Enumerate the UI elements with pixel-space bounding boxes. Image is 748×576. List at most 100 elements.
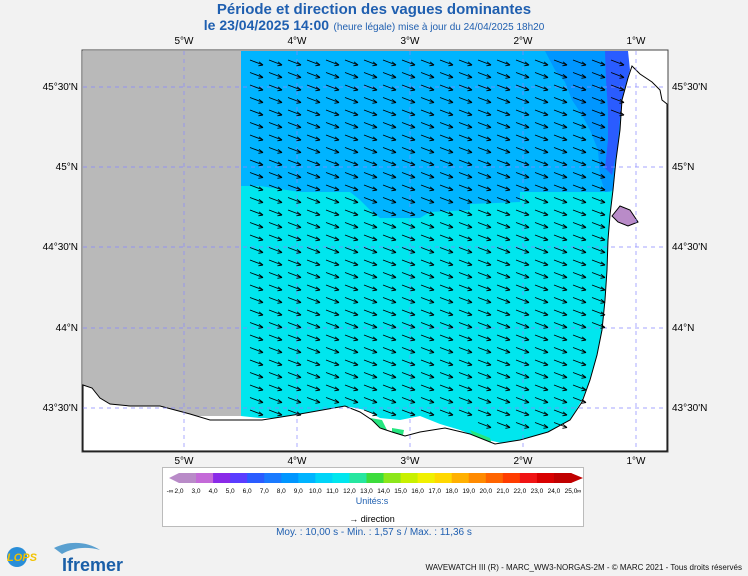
direction-arrow [553, 184, 568, 191]
direction-arrow [382, 147, 397, 153]
direction-arrow [268, 184, 283, 191]
direction-arrow [325, 372, 340, 378]
direction-arrowhead [562, 223, 568, 229]
direction-arrowhead [581, 111, 587, 117]
colorbar-swatch [196, 473, 214, 483]
direction-arrowhead [391, 298, 397, 304]
direction-arrow [477, 309, 492, 316]
colorbar-tick-label: 12,0 [343, 488, 356, 495]
direction-arrow [363, 134, 378, 141]
direction-arrowhead [562, 86, 568, 92]
direction-arrow [344, 309, 359, 316]
direction-arrow [306, 347, 321, 353]
direction-arrowhead [410, 61, 416, 67]
direction-arrow [439, 72, 454, 78]
direction-arrowhead [505, 211, 511, 217]
direction-arrowhead [391, 111, 397, 117]
direction-arrowhead [353, 86, 359, 92]
direction-arrow [287, 297, 302, 303]
direction-arrowhead [277, 286, 283, 292]
direction-arrow [249, 347, 264, 353]
direction-arrow [306, 147, 321, 153]
direction-arrowhead [353, 61, 359, 67]
direction-arrow [439, 359, 454, 366]
direction-arrow [477, 122, 492, 128]
direction-arrow [477, 97, 492, 103]
direction-arrow [534, 97, 549, 103]
direction-arrowhead [258, 111, 264, 117]
direction-arrowhead [277, 261, 283, 267]
direction-arrowhead [505, 136, 511, 142]
direction-arrow [401, 409, 416, 416]
direction-arrow [344, 209, 359, 216]
direction-arrowhead [524, 98, 530, 104]
direction-arrow [515, 222, 530, 228]
direction-arrowhead [486, 373, 492, 379]
direction-arrowhead [524, 336, 530, 342]
direction-arrow [306, 209, 321, 216]
direction-arrow [534, 422, 549, 428]
direction-arrowhead [600, 286, 606, 292]
direction-arrow [420, 247, 435, 253]
direction-arrowhead [277, 348, 283, 354]
direction-arrowhead [600, 223, 606, 229]
direction-arrowhead [505, 73, 511, 79]
direction-arrowhead [429, 223, 435, 229]
direction-arrow [477, 359, 492, 366]
direction-arrow [287, 122, 302, 128]
direction-arrowhead [410, 398, 416, 404]
direction-arrow [306, 397, 321, 403]
direction-arrowhead [353, 161, 359, 167]
direction-arrow [591, 72, 606, 78]
longitude-labels: 5°W 5°W 4°W 4°W 3°W 3°W 2°W 2°W 1°W 1°W [175, 36, 647, 467]
ifremer-logo: Ifremer [54, 542, 123, 574]
direction-arrow [458, 147, 473, 153]
direction-arrowhead [543, 123, 549, 129]
direction-arrow [401, 59, 416, 66]
direction-arrowhead [429, 186, 435, 192]
direction-arrowhead [467, 111, 473, 117]
direction-arrowhead [410, 261, 416, 267]
direction-arrow [287, 197, 302, 203]
direction-arrowhead [429, 398, 435, 404]
direction-arrow [401, 172, 416, 178]
direction-arrowhead [562, 73, 568, 79]
direction-arrow [591, 172, 606, 178]
direction-arrowhead [505, 323, 511, 329]
direction-arrowhead [372, 298, 378, 304]
direction-arrowhead [429, 286, 435, 292]
direction-arrowhead [600, 98, 606, 104]
direction-arrow [572, 109, 587, 116]
direction-arrowhead [543, 323, 549, 329]
direction-arrow [363, 234, 378, 241]
direction-arrowhead [486, 86, 492, 92]
colorbar-swatch [519, 473, 538, 483]
direction-arrow [534, 72, 549, 78]
direction-arrow [382, 384, 397, 391]
direction-arrow [496, 59, 511, 66]
direction-arrowhead [410, 198, 416, 204]
direction-arrow [496, 159, 511, 166]
direction-arrowhead [334, 286, 340, 292]
direction-arrowhead [429, 323, 435, 329]
direction-arrowhead [562, 323, 568, 329]
direction-arrowhead [258, 86, 264, 92]
direction-arrowhead [448, 398, 454, 404]
direction-arrow [363, 409, 378, 416]
direction-arrowhead [315, 298, 321, 304]
direction-arrow [268, 209, 283, 216]
direction-arrowhead [315, 86, 321, 92]
direction-arrow [496, 122, 511, 128]
direction-arrowhead [391, 261, 397, 267]
direction-arrow [591, 97, 606, 103]
lon-label-bottom: 1°W [627, 456, 647, 467]
direction-arrow [363, 209, 378, 216]
colorbar-tick-label: 11,0 [326, 488, 339, 495]
lat-label-right: 44°30'N [672, 242, 707, 253]
direction-arrowhead [296, 311, 302, 317]
direction-arrow [382, 184, 397, 191]
lon-label-bottom: 2°W [514, 456, 534, 467]
svg-text:Ifremer: Ifremer [62, 555, 123, 574]
direction-arrowhead [543, 373, 549, 379]
direction-arrowhead [543, 186, 549, 192]
